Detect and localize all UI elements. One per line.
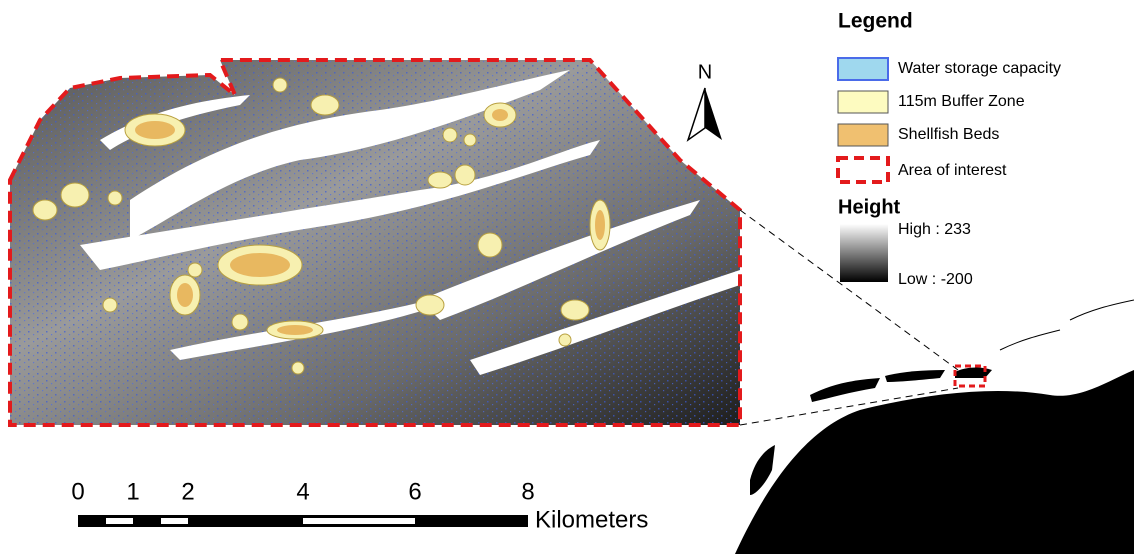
height-title: Height <box>838 196 901 218</box>
north-arrow: N <box>688 61 722 140</box>
swatch-buffer <box>838 91 888 113</box>
height-low: Low : -200 <box>898 271 973 288</box>
inset-map <box>735 210 1134 554</box>
scale-bar: 0 1 2 4 6 8 Kilometers <box>71 478 648 533</box>
legend-item: Shellfish Beds <box>898 126 999 143</box>
swatch-water <box>838 58 888 80</box>
legend-title: Legend <box>838 10 913 33</box>
legend-item: Water storage capacity <box>898 60 1061 77</box>
legend-item: Area of interest <box>898 162 1007 179</box>
swatch-area <box>838 158 888 182</box>
height-high: High : 233 <box>898 221 971 238</box>
legend-item: 115m Buffer Zone <box>898 93 1025 110</box>
height-ramp <box>840 224 888 282</box>
map-area <box>10 60 740 425</box>
legend: Legend Water storage capacity 115m Buffe… <box>838 10 1061 289</box>
scale-label: 2 <box>181 478 194 505</box>
scale-label: 8 <box>521 478 534 505</box>
swatch-shellfish <box>838 124 888 146</box>
scale-label: 6 <box>408 478 421 505</box>
scale-label: 1 <box>126 478 139 505</box>
map: N Legend Water storage capacity 115m Buf… <box>0 0 1134 554</box>
scale-label: 0 <box>71 478 84 505</box>
scale-label: 4 <box>296 478 309 505</box>
north-label: N <box>698 61 712 83</box>
scale-unit: Kilometers <box>535 506 648 533</box>
